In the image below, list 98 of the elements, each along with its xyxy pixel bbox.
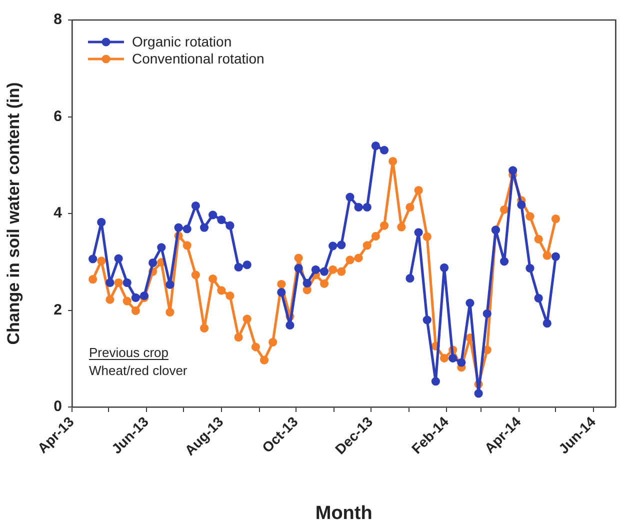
point: [414, 186, 423, 195]
point: [346, 192, 354, 202]
point: [371, 232, 380, 241]
point: [422, 316, 432, 324]
point: [362, 202, 372, 212]
point: [182, 224, 192, 234]
y-tick-label: 8: [54, 11, 62, 28]
point: [294, 264, 303, 272]
point: [508, 166, 518, 175]
point: [320, 267, 329, 276]
point: [208, 210, 218, 220]
point: [208, 274, 218, 284]
point: [457, 358, 466, 367]
point: [534, 294, 543, 302]
point: [217, 215, 226, 224]
point: [448, 354, 458, 362]
point: [157, 243, 166, 252]
point: [226, 221, 234, 230]
point: [526, 212, 534, 221]
point: [482, 309, 492, 318]
point: [302, 278, 312, 288]
point: [200, 324, 209, 332]
point: [242, 260, 252, 270]
point: [551, 214, 560, 224]
point: [466, 298, 474, 308]
point: [174, 223, 183, 232]
point: [431, 377, 440, 386]
point: [182, 241, 192, 250]
point: [200, 223, 209, 232]
annotation: Previous crop: [89, 345, 168, 360]
point: [397, 222, 406, 232]
point: [337, 240, 346, 250]
point: [88, 274, 98, 284]
point: [234, 333, 243, 342]
point: [226, 291, 234, 300]
point: [380, 221, 389, 230]
point: [542, 251, 552, 260]
point: [131, 293, 140, 302]
point: [311, 265, 320, 274]
point: [97, 256, 106, 266]
point: [131, 306, 140, 316]
x-axis-title: Month: [315, 502, 372, 524]
annotation: Wheat/red clover: [89, 363, 188, 378]
point: [251, 342, 260, 352]
point: [388, 156, 398, 166]
y-tick-label: 6: [54, 108, 62, 125]
point: [277, 288, 286, 297]
y-tick-label: 2: [54, 301, 62, 318]
legend-label: Organic rotation: [132, 33, 232, 50]
legend-label: Conventional rotation: [132, 50, 264, 66]
point: [440, 263, 449, 272]
point: [542, 319, 552, 328]
y-axis-title: Change in soil water content (in): [4, 82, 23, 345]
point: [191, 201, 200, 210]
point: [371, 141, 380, 150]
point: [534, 234, 543, 244]
point: [294, 254, 303, 262]
point: [354, 254, 363, 262]
point: [122, 278, 132, 287]
point: [166, 308, 174, 316]
point: [551, 252, 560, 261]
point: [406, 202, 414, 212]
point: [88, 254, 98, 264]
point: [346, 256, 354, 264]
point: [380, 146, 389, 154]
point: [234, 262, 243, 272]
point: [268, 338, 278, 346]
point: [328, 265, 338, 274]
point: [242, 314, 252, 324]
point: [422, 232, 432, 242]
point: [517, 200, 526, 210]
point: [474, 389, 483, 398]
point: [106, 278, 114, 287]
point: [166, 280, 174, 289]
point: [114, 254, 123, 263]
y-tick-label: 4: [54, 204, 63, 222]
point: [362, 241, 372, 250]
point: [440, 354, 449, 362]
point: [320, 279, 329, 288]
y-tick-label: 0: [54, 398, 62, 416]
point: [414, 228, 423, 237]
point: [286, 320, 294, 330]
point: [328, 242, 338, 250]
point: [526, 264, 534, 272]
point: [500, 257, 509, 266]
point: [191, 270, 200, 280]
point: [354, 202, 363, 212]
point: [122, 296, 132, 306]
point: [97, 218, 106, 227]
point: [217, 286, 226, 295]
point: [337, 267, 346, 276]
point: [500, 205, 509, 214]
point: [277, 280, 286, 288]
point: [260, 356, 269, 364]
point: [114, 278, 123, 287]
point: [148, 258, 158, 268]
point: [406, 274, 414, 283]
point: [106, 295, 114, 304]
